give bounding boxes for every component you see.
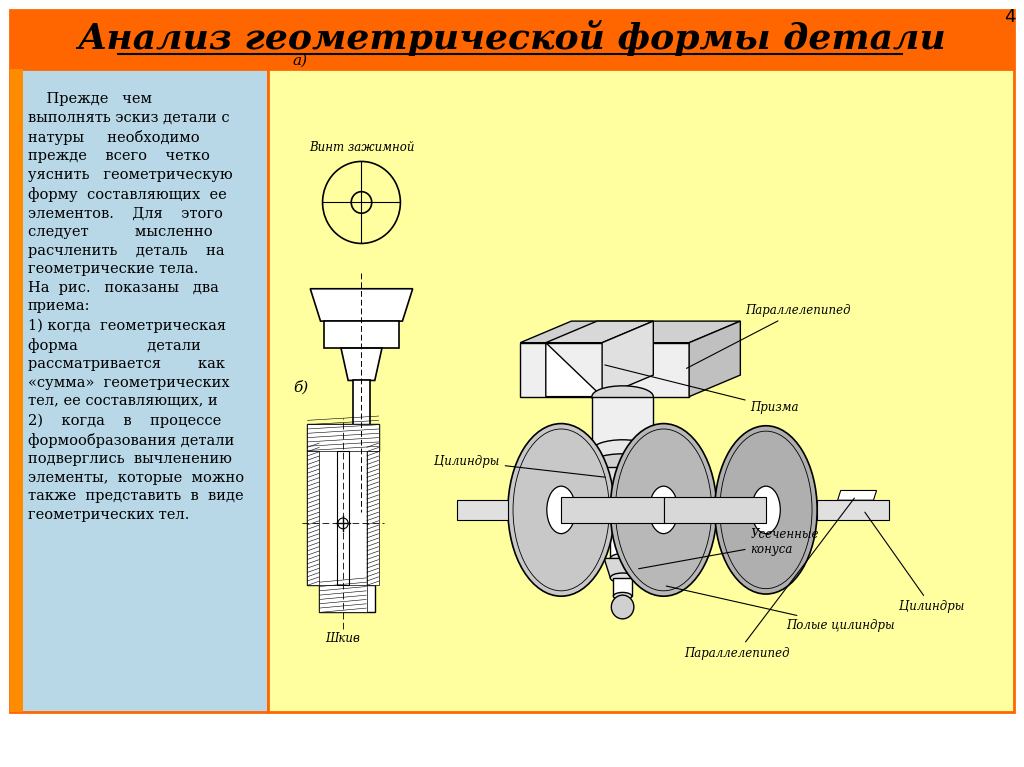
Ellipse shape: [592, 439, 653, 462]
Ellipse shape: [613, 592, 632, 600]
Polygon shape: [353, 380, 370, 478]
Polygon shape: [341, 348, 382, 380]
Polygon shape: [307, 423, 379, 612]
Text: Винт зажимной: Винт зажимной: [308, 141, 415, 154]
Text: Шкив: Шкив: [326, 632, 360, 645]
Polygon shape: [592, 397, 653, 450]
Polygon shape: [610, 499, 635, 558]
Ellipse shape: [752, 486, 780, 534]
Ellipse shape: [587, 454, 658, 479]
Polygon shape: [561, 497, 664, 523]
Ellipse shape: [610, 573, 635, 583]
Text: Параллелепипед: Параллелепипед: [686, 304, 851, 368]
Polygon shape: [457, 500, 508, 519]
Ellipse shape: [610, 423, 717, 596]
Text: Прежде   чем
выполнять эскиз детали с
натуры     необходимо
прежде    всего    ч: Прежде чем выполнять эскиз детали с нату…: [28, 92, 244, 522]
Polygon shape: [838, 490, 877, 500]
Ellipse shape: [592, 386, 653, 407]
Polygon shape: [546, 321, 653, 343]
Ellipse shape: [715, 426, 817, 594]
Polygon shape: [587, 467, 658, 499]
Polygon shape: [307, 450, 319, 585]
Polygon shape: [546, 343, 602, 397]
Text: Анализ геометрической формы детали: Анализ геометрической формы детали: [78, 20, 946, 56]
Polygon shape: [520, 343, 689, 397]
Polygon shape: [520, 321, 740, 343]
Polygon shape: [367, 450, 379, 585]
Polygon shape: [319, 585, 367, 612]
Polygon shape: [664, 497, 766, 523]
Text: Усеченные
конуса: Усеченные конуса: [639, 528, 819, 569]
Text: 4: 4: [1005, 8, 1016, 26]
Polygon shape: [307, 423, 379, 450]
Text: Параллелепипед: Параллелепипед: [684, 498, 854, 660]
Text: Полые цилиндры: Полые цилиндры: [667, 586, 895, 632]
Ellipse shape: [508, 423, 614, 596]
Ellipse shape: [587, 486, 658, 512]
Polygon shape: [689, 321, 740, 397]
Polygon shape: [356, 478, 367, 494]
Text: Цилиндры: Цилиндры: [434, 455, 605, 477]
Ellipse shape: [610, 554, 635, 563]
Text: а): а): [293, 54, 308, 67]
Circle shape: [611, 595, 634, 619]
Circle shape: [352, 492, 371, 511]
Ellipse shape: [649, 486, 678, 534]
Polygon shape: [324, 321, 399, 348]
Ellipse shape: [547, 486, 575, 534]
Text: Призма: Призма: [605, 365, 799, 414]
Text: Цилиндры: Цилиндры: [865, 512, 965, 614]
Polygon shape: [613, 578, 632, 596]
Bar: [10, 69, 23, 712]
Polygon shape: [310, 288, 413, 321]
Polygon shape: [817, 500, 889, 519]
Polygon shape: [337, 450, 349, 585]
Polygon shape: [604, 558, 641, 578]
Bar: [10, 69, 268, 712]
Polygon shape: [602, 321, 653, 397]
Bar: [10, 10, 1014, 67]
Bar: [268, 69, 1014, 712]
Text: б): б): [293, 380, 308, 394]
